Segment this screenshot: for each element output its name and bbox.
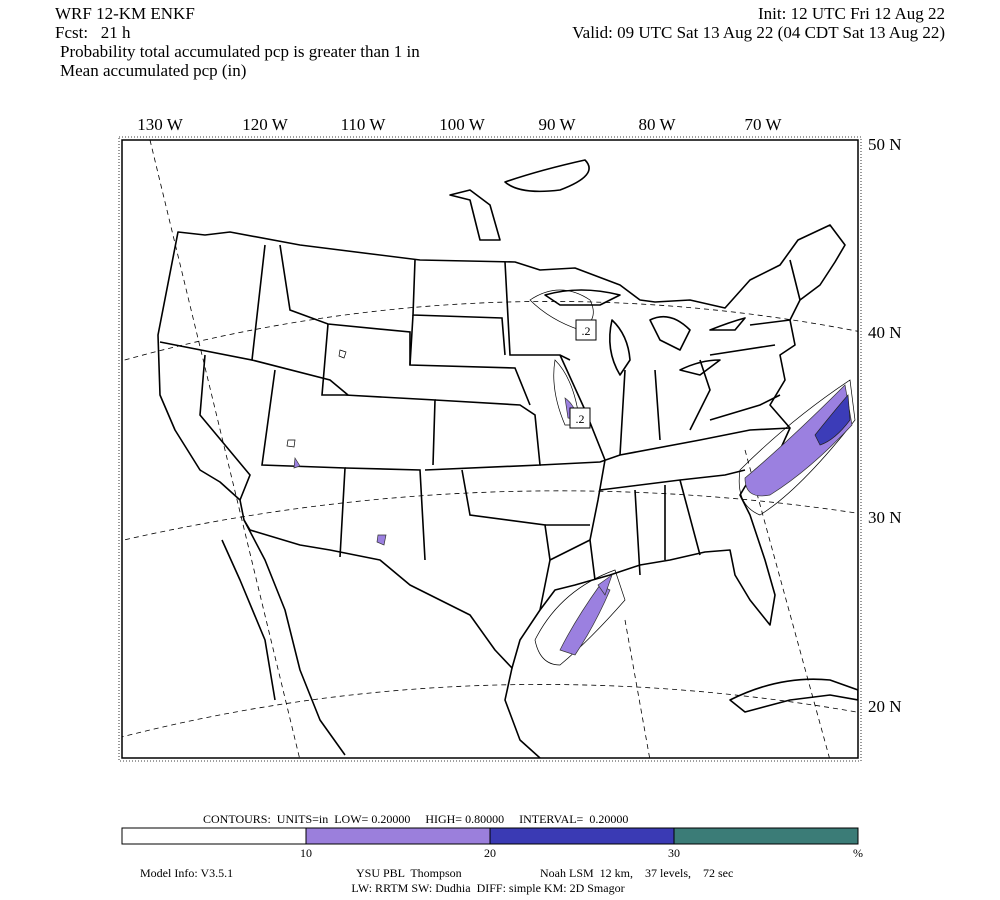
lat-label: 40 N (868, 323, 902, 342)
contour-label-box (575, 319, 597, 341)
lat-label: 50 N (868, 135, 902, 154)
model-info: Model Info: V3.5.1 (140, 866, 233, 880)
map: .2 .2 (118, 136, 862, 762)
lon-label: 90 W (539, 115, 577, 134)
lon-label: 100 W (439, 115, 485, 134)
lsm-info: Noah LSM 12 km, 37 levels, 72 sec (540, 866, 733, 880)
lon-label: 120 W (242, 115, 288, 134)
map-frame-ticks (118, 136, 862, 762)
colorbar-segment (305, 827, 491, 845)
lon-label: 80 W (639, 115, 677, 134)
colorbar: 10 20 30% (121, 827, 863, 860)
colorbar-segment (121, 827, 307, 845)
lat-label: 20 N (868, 697, 902, 716)
colorbar-label: 20 (484, 846, 496, 860)
colorbar-label: % (853, 846, 863, 860)
map-frame (121, 139, 859, 759)
valid-time: Valid: 09 UTC Sat 13 Aug 22 (04 CDT Sat … (572, 23, 945, 42)
lat-label: 30 N (868, 508, 902, 527)
init-time: Init: 12 UTC Fri 12 Aug 22 (758, 4, 945, 23)
colorbar-segment (673, 827, 859, 845)
physics-info: LW: RRTM SW: Dudhia DIFF: simple KM: 2D … (351, 881, 624, 895)
contour-label: .2 (576, 412, 585, 426)
lon-label: 110 W (341, 115, 387, 134)
lon-label: 70 W (745, 115, 783, 134)
colorbar-label: 30 (668, 846, 680, 860)
contour-info: CONTOURS: UNITS=in LOW= 0.20000 HIGH= 0.… (203, 812, 628, 826)
contour-label: .2 (582, 324, 591, 338)
colorbar-segment (489, 827, 675, 845)
colorbar-label: 10 (300, 846, 312, 860)
contour-label-box (569, 407, 591, 429)
field-subtitle: Mean accumulated pcp (in) (60, 61, 246, 80)
field-title: Probability total accumulated pcp is gre… (60, 42, 420, 61)
pbl-info: YSU PBL Thompson (356, 866, 462, 880)
model-title: WRF 12-KM ENKF (55, 4, 195, 23)
forecast-hour: Fcst: 21 h (55, 23, 131, 42)
lon-label: 130 W (137, 115, 183, 134)
